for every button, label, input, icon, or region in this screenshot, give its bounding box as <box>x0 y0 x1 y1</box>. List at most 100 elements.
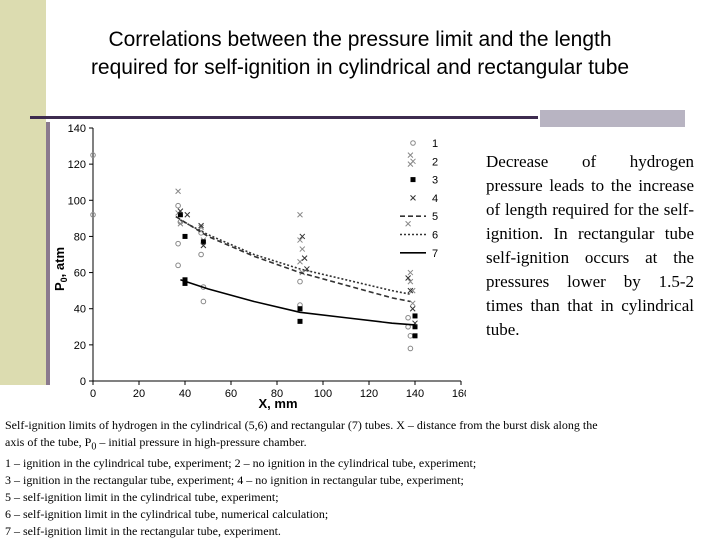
chart-background <box>50 119 466 417</box>
x-tick-label: 80 <box>271 388 283 400</box>
series-1-point <box>200 298 207 305</box>
y-tick-label: 140 <box>68 123 86 135</box>
x-axis-title: X, mm <box>258 396 297 411</box>
series-2-point <box>407 152 414 158</box>
series-1-point <box>90 152 96 158</box>
caption-line-5: 5 – self-ignition limit in the cylindric… <box>5 490 279 505</box>
series-1-point <box>198 251 204 258</box>
series-4-point <box>198 222 204 229</box>
series-3-point <box>182 277 188 283</box>
series-2-point <box>297 237 303 243</box>
x-tick-label: 60 <box>225 388 237 400</box>
series-3-point <box>200 239 206 245</box>
slide-title-line-2: required for self-ignition in cylindrica… <box>90 56 630 79</box>
caption-line-2-text: axis of the tube, P <box>5 435 92 449</box>
series-3 <box>177 212 418 339</box>
y-axis-title-main: P <box>52 282 67 291</box>
series-4-point <box>301 255 308 261</box>
series-4-point <box>407 287 414 294</box>
x-tick-label: 140 <box>406 388 424 400</box>
series-2-point <box>407 278 414 285</box>
series-3-point <box>412 324 418 330</box>
series-1-point <box>297 278 303 285</box>
y-tick-label: 100 <box>68 195 86 207</box>
caption-line-6: 6 – self-ignition limit in the cylindric… <box>5 507 329 522</box>
caption-line-2-tail: – initial pressure in high-pressure cham… <box>96 435 307 449</box>
caption-line-2-subscript: 0 <box>91 441 97 453</box>
series-2-point <box>409 287 416 294</box>
series-2-point <box>407 269 414 276</box>
legend-swatch-2 <box>410 158 416 165</box>
series-4-point <box>200 242 207 249</box>
caption-line-7: 7 – self-ignition limit in the rectangul… <box>5 524 281 539</box>
series-3-point <box>297 318 303 324</box>
series-1-point <box>90 211 96 218</box>
series-4 <box>177 208 418 327</box>
x-tick-label: 120 <box>360 388 378 400</box>
y-tick-label: 20 <box>74 340 86 352</box>
series-1-point <box>175 202 181 209</box>
series-3-point <box>297 306 303 312</box>
series-2-point <box>405 220 411 227</box>
series-6 <box>180 219 411 296</box>
series-7 <box>180 279 416 326</box>
legend-label-2: 2 <box>432 156 438 168</box>
series-4-point <box>299 233 306 240</box>
left-decorative-band <box>0 0 46 385</box>
x-tick-label: 100 <box>314 388 332 400</box>
slide-title: Correlations between the pressure limit … <box>0 26 720 82</box>
series-2-point <box>297 258 303 265</box>
series-4-point <box>409 305 416 312</box>
series-2-point <box>177 220 184 227</box>
x-tick-label: 40 <box>179 388 191 400</box>
caption-line-4: 3 – ignition in the rectangular tube, ex… <box>5 473 464 488</box>
series-1-point <box>175 262 181 269</box>
chart-series <box>90 152 418 352</box>
series-3-point <box>412 313 418 319</box>
x-tick-label: 20 <box>133 388 145 400</box>
figure-caption: Self-ignition limits of hydrogen in the … <box>5 417 717 540</box>
series-3-point <box>182 280 188 286</box>
pressure-length-chart: 020406080100120140160020406080100120140 … <box>50 119 466 417</box>
series-2 <box>175 152 416 307</box>
series-4-point <box>304 266 310 272</box>
series-4-point <box>184 211 191 218</box>
series-3-point <box>177 212 183 218</box>
slide-title-line-1: Correlations between the pressure limit … <box>108 28 612 51</box>
y-axis-title-unit: , atm <box>52 247 67 277</box>
series-1-point <box>405 314 411 321</box>
series-5 <box>175 215 411 303</box>
caption-line-2: axis of the tube, P0 – initial pressure … <box>5 434 717 455</box>
y-axis-title: P0, atm <box>52 247 69 291</box>
series-4-point <box>405 275 411 281</box>
x-tick-label: 160 <box>452 388 466 400</box>
y-tick-label: 80 <box>74 231 86 243</box>
caption-line-1: Self-ignition limits of hydrogen in the … <box>5 418 598 432</box>
y-tick-label: 60 <box>74 268 86 280</box>
series-1-point <box>407 345 414 352</box>
series-2-point <box>198 224 204 231</box>
legend-label-6: 6 <box>432 230 438 242</box>
legend-swatch-1 <box>410 140 416 146</box>
series-2-point <box>409 300 416 307</box>
legend-swatch-3 <box>410 177 416 183</box>
series-2-point <box>175 188 181 195</box>
caption-line-3: 1 – ignition in the cylindrical tube, ex… <box>5 456 477 471</box>
series-4-point <box>177 208 184 214</box>
legend-label-3: 3 <box>432 175 438 187</box>
chart-axes: 0 20 40 60 80 100 120 140 160 0 20 40 60 80 100 120 140 <box>68 123 466 400</box>
series-6-line <box>180 219 411 296</box>
series-5-line <box>175 215 411 303</box>
series-7-line <box>180 279 416 326</box>
series-2-point <box>297 211 303 218</box>
y-axis-title-subscript: 0 <box>59 277 69 282</box>
legend-label-4: 4 <box>432 193 438 205</box>
series-2-point <box>299 246 306 252</box>
series-3-point <box>412 333 418 339</box>
legend-label-1: 1 <box>432 138 438 150</box>
chart-legend: 1 2 3 4 5 6 7 <box>400 138 438 260</box>
legend-label-5: 5 <box>432 211 438 223</box>
title-underline-accent <box>540 110 685 127</box>
left-decorative-strip <box>46 122 50 385</box>
y-tick-label: 40 <box>74 304 86 316</box>
